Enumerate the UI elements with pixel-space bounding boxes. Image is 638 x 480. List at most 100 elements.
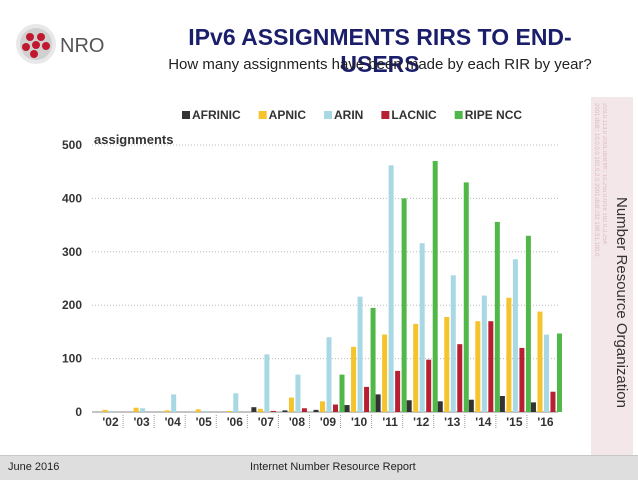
bar-afrinic (530, 402, 536, 412)
x-tick-label: '14 (475, 415, 492, 429)
x-tick-label: '10 (351, 415, 368, 429)
nro-logo: NRO (16, 24, 104, 64)
bar-apnic (195, 409, 201, 412)
bar-lacnic (519, 347, 525, 412)
sidebar-text: Number Resource Organization (613, 197, 630, 408)
bar-ripe-ncc (494, 221, 500, 412)
bar-ripe-ncc (339, 374, 345, 412)
bar-apnic (164, 410, 170, 412)
bar-arin (171, 394, 177, 412)
bar-arin (326, 337, 332, 412)
svg-text:2001:db8:: 10.0.0.0 192.0.2.0: 2001:db8:: 10.0.0.0 192.0.2.0 2001:db8::… (593, 103, 599, 257)
bar-arin (512, 259, 518, 412)
bar-apnic (475, 321, 481, 412)
bar-arin (109, 410, 115, 412)
legend-swatch (454, 111, 463, 119)
bar-afrinic (437, 401, 443, 412)
y-tick-label: 300 (62, 245, 82, 259)
bar-arin (419, 243, 425, 412)
bar-arin (140, 408, 146, 412)
footer-date: June 2016 (8, 461, 60, 473)
y-tick-label: 100 (62, 352, 82, 366)
legend-swatch (381, 111, 390, 119)
bar-apnic (226, 410, 232, 412)
legend-label: LACNIC (391, 108, 437, 122)
bar-ripe-ncc (463, 182, 469, 412)
bar-arin (264, 354, 270, 412)
bar-apnic (413, 323, 419, 412)
x-tick-label: '11 (382, 415, 398, 429)
logo-text: NRO (60, 35, 104, 57)
footer-report: Internet Number Resource Report (250, 461, 416, 473)
bar-ripe-ncc (401, 198, 407, 412)
bar-apnic (320, 401, 325, 412)
legend-label: APNIC (269, 108, 307, 122)
page-title: IPv6 ASSIGNMENTS RIRS TO END-USERS (188, 24, 572, 77)
legend-swatch (182, 111, 190, 119)
footer: June 2016 Internet Number Resource Repor… (0, 455, 638, 480)
chart: 0 100 200 300 400 500 assignments '02 '03 '04 '05 '… (62, 108, 562, 429)
bar-lacnic (270, 410, 276, 412)
bar-afrinic (313, 409, 319, 412)
bar-apnic (382, 334, 388, 412)
x-tick-label: '08 (289, 415, 306, 429)
x-tick-label: '13 (444, 415, 461, 429)
legend-label: AFRINIC (192, 108, 241, 122)
bar-ripe-ncc (432, 161, 438, 412)
x-tick-label: '07 (258, 415, 275, 429)
bar-lacnic (333, 404, 338, 412)
bar-apnic (102, 409, 108, 412)
x-tick-label: '06 (227, 415, 244, 429)
bar-lacnic (426, 359, 432, 412)
bar-apnic (133, 407, 139, 412)
sidebar-banner: 2001:db8:: 10.0.0.0 192.0.2.0 2001:db8::… (591, 97, 633, 455)
bar-lacnic (550, 391, 556, 412)
bar-apnic (351, 346, 357, 412)
bar-lacnic (301, 408, 307, 412)
x-tick-label: '03 (133, 415, 150, 429)
bar-afrinic (468, 399, 474, 412)
page-subtitle: How many assignments have been made by e… (168, 56, 592, 73)
bar-arin (450, 275, 456, 412)
bar-afrinic (499, 395, 505, 412)
bar-arin (388, 165, 394, 412)
y-axis-label: assignments (94, 132, 173, 147)
bar-apnic (506, 297, 512, 412)
svg-text:203.0.113.0 2001:db8:ffff:: 10: 203.0.113.0 2001:db8:ffff:: 10.255.0.0/1… (601, 103, 607, 245)
bar-arin (481, 295, 487, 412)
bar-arin (295, 374, 301, 412)
bar-afrinic (406, 400, 412, 412)
bar-lacnic (395, 370, 401, 412)
y-tick-label: 200 (62, 298, 82, 312)
x-tick-label: '05 (196, 415, 213, 429)
y-tick-label: 500 (62, 138, 82, 152)
bar-lacnic (488, 321, 494, 412)
bar-apnic (288, 397, 294, 412)
bar-apnic (537, 311, 543, 412)
legend-label: RIPE NCC (465, 108, 523, 122)
legend-label: ARIN (334, 108, 363, 122)
x-tick-label: '04 (165, 415, 182, 429)
y-tick-label: 400 (62, 191, 82, 205)
legend-swatch (324, 111, 333, 119)
bar-ripe-ncc (370, 307, 376, 412)
bar-lacnic (457, 344, 463, 412)
bar-afrinic (375, 394, 381, 412)
x-tick-label: '12 (413, 415, 430, 429)
x-tick-label: '15 (506, 415, 523, 429)
bar-afrinic (282, 410, 288, 412)
bar-apnic (444, 316, 450, 412)
bar-lacnic (364, 386, 370, 412)
bar-apnic (257, 408, 263, 412)
x-tick-label: '09 (320, 415, 337, 429)
legend-swatch (258, 111, 267, 119)
bar-arin (233, 393, 239, 412)
x-tick-label: '16 (537, 415, 554, 429)
x-tick-label: '02 (102, 415, 119, 429)
y-tick-label: 0 (75, 405, 82, 419)
bar-ripe-ncc (525, 235, 531, 412)
bar-arin (543, 334, 549, 412)
bar-arin (357, 296, 363, 412)
bar-arin (202, 410, 208, 412)
bar-ripe-ncc (556, 333, 562, 412)
